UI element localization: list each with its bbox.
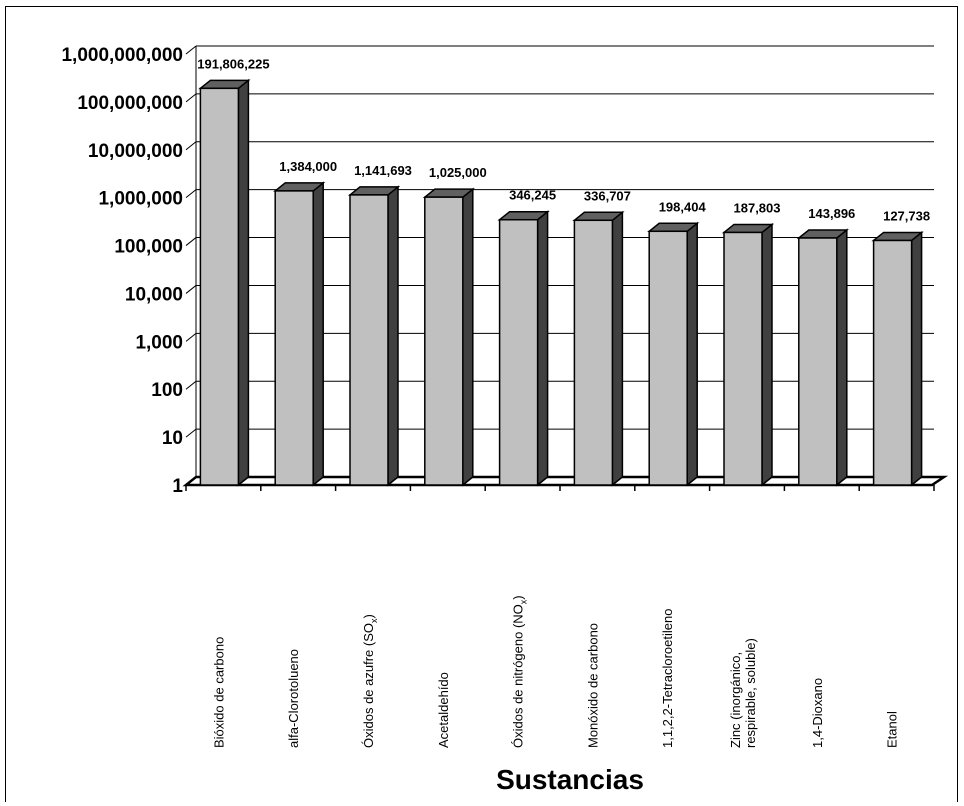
data-label: 1,025,000	[429, 165, 487, 180]
bar-side	[910, 230, 923, 487]
bar-front	[798, 237, 838, 486]
data-label: 1,384,000	[279, 159, 337, 174]
category-labels: Bióxido de carbono alfa-Clorotolueno Óxido…	[211, 595, 899, 748]
category-label: alfa-Clorotolueno	[286, 649, 301, 748]
x-axis-title: Sustancias	[496, 764, 644, 795]
data-label: 143,896	[808, 206, 855, 221]
bar	[497, 210, 550, 487]
data-label: 191,806,225	[197, 56, 269, 71]
data-label: 127,738	[883, 208, 930, 223]
category-label: Bióxido de carbono	[211, 637, 226, 748]
y-tick-label: 10	[162, 428, 183, 449]
gridline-depth	[185, 45, 197, 55]
bar	[572, 210, 625, 487]
y-tick-label: 1,000,000	[98, 189, 183, 210]
bar	[273, 181, 326, 487]
bar-front	[274, 190, 314, 486]
gridline-depth	[185, 141, 197, 151]
gridline-depth	[185, 380, 197, 390]
category-label: 1,1,2,2-Tetracloroetileno	[660, 609, 675, 748]
category-label: Óxidos de azufre (SOx)	[361, 614, 379, 748]
y-tick-label: 100	[151, 380, 183, 401]
bar	[347, 185, 401, 487]
bar-side	[836, 228, 848, 487]
gridline-depth	[185, 285, 197, 294]
category-label: Acetaldehído	[436, 672, 451, 748]
category-label: Etanol	[885, 711, 900, 748]
bar	[871, 230, 924, 487]
bar-front	[723, 231, 763, 486]
bar	[647, 221, 700, 487]
bar-side	[387, 185, 399, 487]
bar	[721, 222, 775, 487]
y-tick-label: 10,000,000	[88, 141, 183, 162]
bars	[198, 78, 924, 487]
bar-front	[349, 194, 389, 486]
bar-side	[462, 187, 474, 487]
bar	[422, 187, 475, 487]
gridline-depth	[185, 332, 197, 342]
gridline-depth	[185, 237, 197, 246]
y-tick-label: 100,000	[114, 237, 183, 258]
bar-front	[648, 230, 688, 486]
bar-front	[498, 218, 539, 486]
bar-front	[199, 87, 240, 486]
bar-front	[573, 219, 614, 486]
bar-front	[424, 196, 464, 486]
y-tick-label: 100,000,000	[77, 93, 183, 114]
bar-front	[872, 239, 913, 486]
data-label: 336,707	[584, 188, 631, 203]
y-tick-label: 10,000	[125, 284, 183, 305]
y-tick-label: 1,000	[135, 332, 183, 353]
data-label: 187,803	[734, 200, 781, 215]
bar	[796, 228, 849, 487]
bar-side	[761, 222, 773, 487]
bar-side	[686, 221, 698, 487]
data-label: 1,141,693	[354, 163, 412, 178]
category-label: Zinc (inorgánico,respirable, soluble)	[728, 638, 758, 748]
bar-side	[611, 210, 624, 487]
data-label: 198,404	[659, 199, 707, 214]
y-tick-label: 1	[172, 476, 183, 497]
y-axis: 1 10 100 1,000 10,000 100,000 1,000,000 10,000,…	[61, 45, 183, 497]
data-labels: 191,806,225 1,384,000 1,141,693 1,025,000 34…	[197, 56, 930, 223]
gridline-depth	[185, 93, 197, 103]
y-tick-label: 1,000,000,000	[61, 45, 183, 66]
gridline-depth	[185, 189, 197, 199]
bar-side	[312, 181, 324, 487]
category-label: 1,4-Dioxano	[810, 678, 825, 748]
bar-side	[536, 210, 549, 487]
bar	[198, 78, 251, 487]
gridline-depth	[185, 428, 197, 438]
category-label: Óxidos de nitrógeno (NOx)	[511, 595, 529, 748]
category-label: Monóxido de carbono	[585, 623, 600, 748]
bar-side	[237, 78, 250, 487]
data-label: 346,245	[509, 188, 556, 203]
